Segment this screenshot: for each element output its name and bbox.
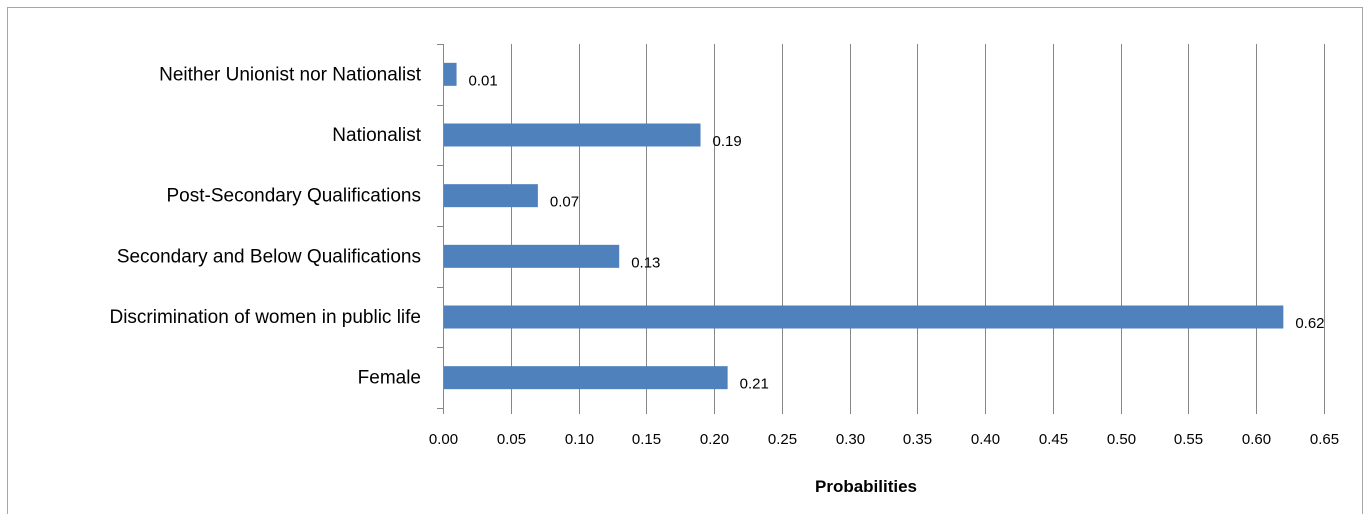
x-tick-label: 0.55 [1174, 431, 1203, 448]
bar [444, 366, 728, 390]
x-axis-title: Probabilities [815, 477, 917, 496]
data-label: 0.01 [469, 72, 498, 89]
x-tick-label: 0.35 [903, 431, 932, 448]
x-tick-label: 0.40 [971, 431, 1000, 448]
x-tick-label: 0.65 [1310, 431, 1339, 448]
x-tick-label: 0.05 [497, 431, 526, 448]
x-tick-label: 0.00 [429, 431, 458, 448]
x-tick-label: 0.15 [632, 431, 661, 448]
x-tick-label: 0.45 [1039, 431, 1068, 448]
category-label: Neither Unionist nor Nationalist [159, 64, 422, 85]
category-label: Discrimination of women in public life [109, 307, 421, 328]
category-label: Nationalist [332, 125, 421, 146]
bar [444, 184, 538, 208]
bars [444, 62, 1284, 390]
bar [444, 244, 620, 268]
x-tick-label: 0.60 [1242, 431, 1271, 448]
data-label: 0.62 [1295, 315, 1324, 332]
x-tick-label: 0.20 [700, 431, 729, 448]
x-tick-label: 0.30 [836, 431, 865, 448]
category-label: Secondary and Below Qualifications [117, 246, 421, 267]
category-label: Post-Secondary Qualifications [166, 186, 421, 207]
gridlines [511, 44, 1325, 408]
x-tick-label: 0.10 [565, 431, 594, 448]
bar [444, 305, 1284, 329]
bar [444, 62, 457, 86]
x-tick-label: 0.25 [768, 431, 797, 448]
labels: 0.00 0.05 0.10 0.15 0.20 0.25 0.30 0.35 0.40 0.45… [109, 64, 1339, 448]
data-label: 0.07 [550, 194, 579, 211]
bar [444, 123, 701, 147]
category-label: Female [358, 368, 421, 389]
data-label: 0.19 [713, 133, 742, 150]
data-label: 0.13 [631, 254, 660, 271]
axes [437, 44, 1325, 414]
chart-frame [7, 7, 1363, 514]
data-label: 0.21 [740, 376, 769, 393]
x-tick-label: 0.50 [1107, 431, 1136, 448]
